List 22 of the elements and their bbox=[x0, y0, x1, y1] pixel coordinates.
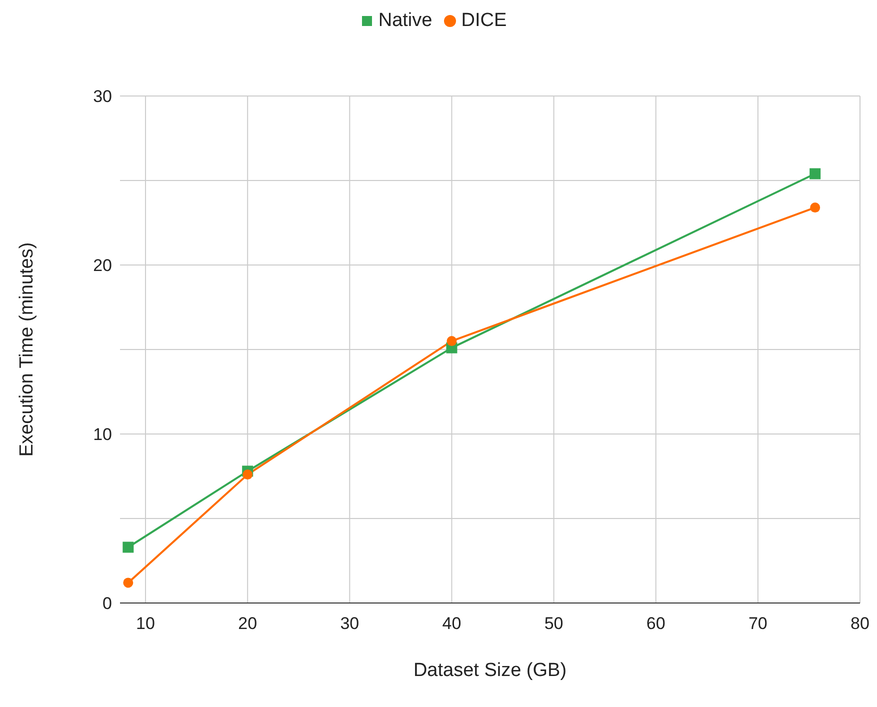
legend-label: DICE bbox=[460, 10, 507, 32]
x-tick-label: 50 bbox=[544, 614, 564, 634]
x-tick-label: 20 bbox=[238, 614, 258, 634]
point bbox=[123, 578, 134, 588]
x-tick-label: 80 bbox=[850, 614, 870, 634]
legend-label: Native bbox=[377, 10, 432, 32]
y-tick-label: 20 bbox=[93, 256, 112, 276]
y-tick-label: 10 bbox=[93, 425, 112, 444]
y-tick-label: 0 bbox=[102, 594, 112, 614]
y-tick-label: 30 bbox=[93, 87, 112, 106]
x-tick-label: 10 bbox=[136, 614, 155, 634]
point bbox=[242, 470, 253, 480]
point bbox=[810, 202, 820, 213]
point bbox=[810, 168, 821, 180]
x-tick-label: 30 bbox=[340, 614, 360, 634]
point bbox=[446, 336, 457, 346]
x-axis-title: Dataset Size (GB) bbox=[413, 660, 567, 681]
x-tick-label: 40 bbox=[442, 614, 462, 634]
x-tick-label: 60 bbox=[646, 614, 666, 634]
y-axis-title: Execution Time (minutes) bbox=[16, 242, 38, 457]
x-tick-label: 70 bbox=[748, 614, 768, 634]
point bbox=[122, 542, 134, 553]
